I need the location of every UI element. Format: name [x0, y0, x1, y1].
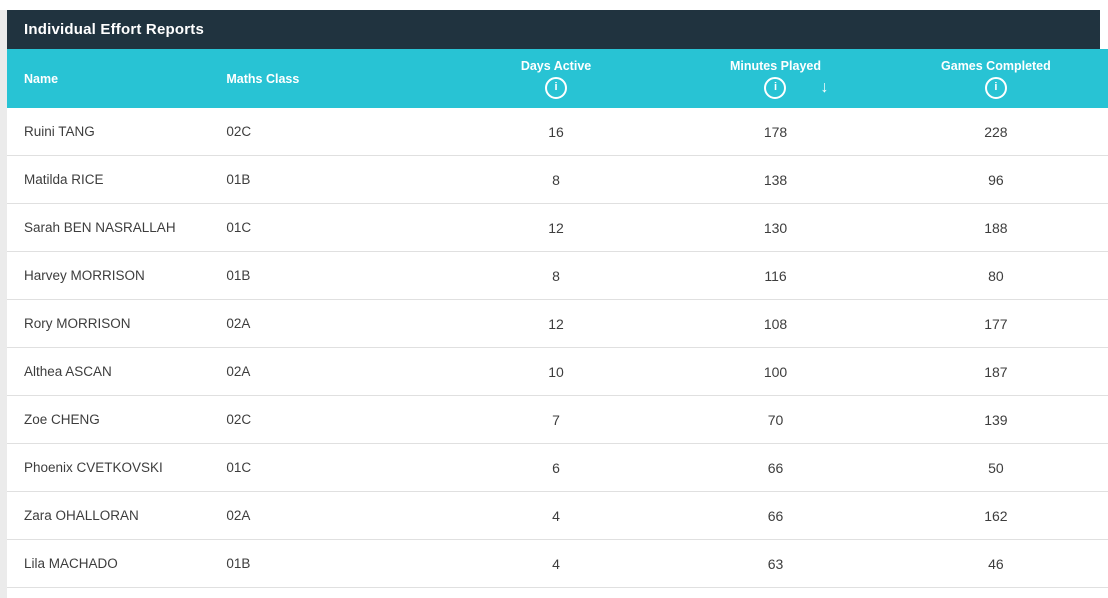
- page-title: Individual Effort Reports: [24, 21, 205, 38]
- report-card: Individual Effort Reports Name Maths Clas…: [7, 10, 1108, 598]
- column-label: Minutes Played: [729, 58, 821, 73]
- table-row[interactable]: Sarah BEN NASRALLAH 01C 12 130 188: [7, 204, 1108, 252]
- table-header-row: Name Maths Class Days Active i Minutes Playe…: [7, 49, 1108, 108]
- cell-name: Althea ASCAN: [24, 364, 112, 379]
- info-icon[interactable]: i: [545, 76, 568, 99]
- cell-name: Ruini TANG: [24, 124, 95, 139]
- cell-games-completed: 177: [984, 315, 1008, 332]
- cell-maths-class: 02A: [226, 508, 251, 523]
- cell-name: Sarah BEN NASRALLAH: [24, 220, 176, 235]
- cell-minutes-played: 63: [767, 555, 784, 572]
- cell-name: Rory MORRISON: [24, 316, 131, 331]
- column-header-name[interactable]: Name: [7, 49, 226, 108]
- cell-maths-class: 02C: [226, 412, 252, 427]
- column-header-games-completed[interactable]: Games Completed i: [884, 49, 1108, 108]
- cell-games-completed: 46: [988, 555, 1004, 572]
- column-label: Games Completed: [941, 58, 1051, 73]
- cell-maths-class: 02A: [226, 316, 251, 331]
- column-label: Maths Class: [226, 71, 300, 86]
- cell-name: Lila MACHADO: [24, 556, 118, 571]
- cell-name: Matilda RICE: [24, 172, 104, 187]
- cell-days-active: 12: [548, 219, 564, 236]
- cell-maths-class: 01B: [226, 556, 251, 571]
- table-row[interactable]: Zara OHALLORAN 02A 4 66 162: [7, 492, 1108, 540]
- cell-minutes-played: 108: [763, 315, 788, 332]
- cell-maths-class: 02A: [226, 364, 251, 379]
- cell-games-completed: 162: [984, 507, 1008, 524]
- cell-games-completed: 187: [984, 363, 1008, 380]
- cell-games-completed: 139: [984, 411, 1008, 428]
- cell-days-active: 8: [552, 171, 560, 188]
- cell-games-completed: 96: [988, 171, 1004, 188]
- cell-days-active: 16: [548, 123, 564, 140]
- table-row[interactable]: Harvey MORRISON 01B 8 116 80: [7, 252, 1108, 300]
- table-row[interactable]: Ruini TANG 02C 16 178 228: [7, 108, 1108, 156]
- info-icon[interactable]: i: [764, 76, 787, 99]
- table-row[interactable]: Zoe CHENG 02C 7 70 139: [7, 396, 1108, 444]
- column-header-days-active[interactable]: Days Active i: [445, 49, 667, 108]
- report-title-bar: Individual Effort Reports: [7, 10, 1100, 49]
- cell-minutes-played: 66: [767, 507, 784, 524]
- cell-days-active: 12: [548, 315, 564, 332]
- cell-games-completed: 50: [988, 459, 1004, 476]
- cell-minutes-played: 100: [763, 363, 788, 380]
- cell-games-completed: 188: [984, 219, 1008, 236]
- cell-days-active: 10: [548, 363, 564, 380]
- cell-name: Harvey MORRISON: [24, 268, 145, 283]
- sort-descending-icon[interactable]: ↓: [820, 79, 829, 96]
- table-row[interactable]: Rory MORRISON 02A 12 108 177: [7, 300, 1108, 348]
- cell-minutes-played: 116: [764, 267, 787, 284]
- table-body: Ruini TANG 02C 16 178 228 Matilda RICE 01B 8 138…: [7, 108, 1108, 598]
- column-label: Name: [24, 71, 59, 86]
- table-row[interactable]: Lila MACHADO 01B 4 63 46: [7, 540, 1108, 588]
- cell-games-completed: 228: [984, 123, 1008, 140]
- cell-name: Zara OHALLORAN: [24, 508, 139, 523]
- cell-days-active: 6: [552, 459, 560, 476]
- cell-minutes-played: 178: [763, 123, 788, 140]
- column-header-maths-class[interactable]: Maths Class: [226, 49, 445, 108]
- table-row-partial: [7, 588, 1108, 598]
- cell-name: Phoenix CVETKOVSKI: [24, 460, 163, 475]
- cell-maths-class: 01C: [226, 220, 252, 235]
- page-left-gutter: [0, 10, 7, 598]
- cell-maths-class: 02C: [226, 124, 252, 139]
- info-icon[interactable]: i: [984, 76, 1007, 99]
- cell-minutes-played: 70: [767, 411, 784, 428]
- column-label: Days Active: [520, 58, 592, 73]
- cell-maths-class: 01B: [226, 172, 251, 187]
- cell-minutes-played: 66: [767, 459, 784, 476]
- table-row[interactable]: Matilda RICE 01B 8 138 96: [7, 156, 1108, 204]
- cell-maths-class: 01B: [226, 268, 251, 283]
- table-row[interactable]: Althea ASCAN 02A 10 100 187: [7, 348, 1108, 396]
- cell-games-completed: 80: [988, 267, 1004, 284]
- cell-days-active: 7: [552, 411, 560, 428]
- cell-days-active: 4: [552, 507, 560, 524]
- table-row[interactable]: Phoenix CVETKOVSKI 01C 6 66 50: [7, 444, 1108, 492]
- cell-minutes-played: 138: [763, 171, 788, 188]
- cell-days-active: 8: [552, 267, 560, 284]
- cell-maths-class: 01C: [226, 460, 252, 475]
- cell-days-active: 4: [552, 555, 560, 572]
- column-header-minutes-played[interactable]: Minutes Played i ↓: [667, 49, 884, 108]
- cell-name: Zoe CHENG: [24, 412, 100, 427]
- cell-minutes-played: 130: [763, 219, 788, 236]
